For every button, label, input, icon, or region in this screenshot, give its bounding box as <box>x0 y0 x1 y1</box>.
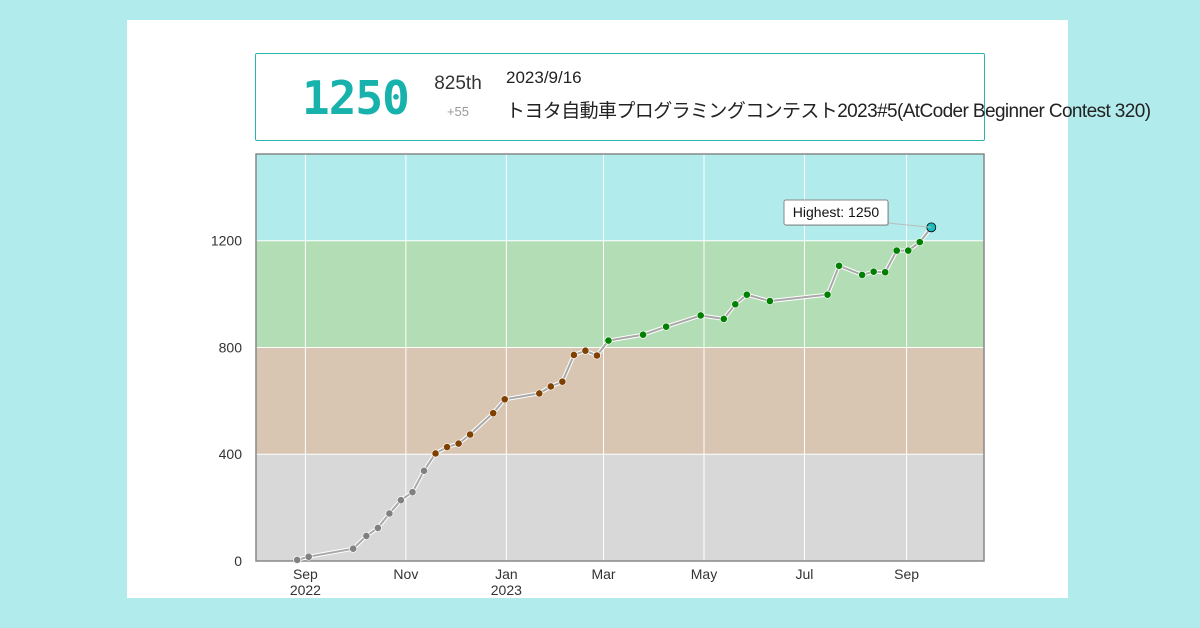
rating-bands <box>256 154 984 561</box>
rating-point <box>593 351 601 360</box>
rating-point <box>397 496 405 505</box>
x-tick-year: 2022 <box>290 582 321 598</box>
rating-point <box>466 430 475 439</box>
rating-point <box>823 290 832 299</box>
rating-point <box>546 382 555 391</box>
rating-point <box>719 315 728 323</box>
annotation-box <box>783 199 889 226</box>
rating-point <box>408 488 417 497</box>
y-tick-label: 1200 <box>211 233 242 249</box>
rating-point <box>904 246 913 255</box>
rating-point <box>454 439 463 448</box>
contest-date: 2023/9/16 <box>506 68 582 87</box>
rating-point <box>385 509 394 518</box>
x-tick-label: Nov <box>393 566 418 582</box>
band-1 <box>256 347 984 455</box>
x-tick-label: Mar <box>591 566 615 582</box>
rating-point <box>881 268 890 277</box>
annotation-connector <box>887 222 932 228</box>
rating-point <box>731 300 740 309</box>
rating-point <box>373 524 382 532</box>
highest-annotation: Highest: 1250 <box>783 199 932 228</box>
rating-point <box>304 552 313 561</box>
y-axis-labels: 0 400 800 1200 <box>211 233 242 569</box>
y-tick-label: 800 <box>219 339 243 355</box>
rating-point <box>420 466 428 475</box>
rating-point <box>489 409 498 418</box>
x-tick-label: Sep <box>894 566 919 582</box>
contest-name[interactable]: トヨタ自動車プログラミングコンテスト2023#5(AtCoder Beginne… <box>506 101 1151 122</box>
rating-point <box>362 532 371 540</box>
rating-point <box>742 290 751 299</box>
rating-point <box>443 443 451 451</box>
contest-summary: 1250 825th +55 2023/9/16 トヨタ自動車プログラミングコン… <box>255 53 1151 141</box>
band-2 <box>256 240 984 348</box>
rating-point <box>569 351 578 359</box>
rating-point <box>662 322 671 331</box>
rating-point <box>696 311 705 320</box>
annotation-label: Highest: 1250 <box>793 204 880 220</box>
rating-point <box>500 395 509 404</box>
rating-point <box>858 270 867 279</box>
x-tick-label: May <box>691 566 717 582</box>
band-0 <box>256 454 984 561</box>
rating-point <box>558 377 567 386</box>
rating-point <box>835 261 843 270</box>
rating-change: +55 <box>446 104 470 119</box>
x-tick-year: 2023 <box>491 582 522 598</box>
rating-point <box>892 246 901 255</box>
current-rating: 1250 <box>302 71 410 125</box>
rating-point <box>604 336 613 345</box>
rating-point <box>869 267 878 276</box>
contest-rank: 825th <box>434 73 482 94</box>
rating-point <box>431 449 440 458</box>
y-tick-label: 400 <box>219 446 243 462</box>
band-3 <box>256 154 984 241</box>
rating-point <box>535 389 544 398</box>
rating-point <box>349 544 358 553</box>
rating-point <box>293 556 302 564</box>
rating-point <box>639 330 647 339</box>
x-tick-label: Jan <box>495 566 518 582</box>
y-tick-label: 0 <box>234 553 242 569</box>
rating-point <box>915 238 924 246</box>
x-tick-label: Jul <box>796 566 814 582</box>
rating-point <box>581 346 590 355</box>
plot-frame <box>255 153 985 562</box>
x-tick-label: Sep <box>293 566 318 582</box>
rating-points <box>293 222 937 564</box>
rating-point <box>765 297 774 305</box>
